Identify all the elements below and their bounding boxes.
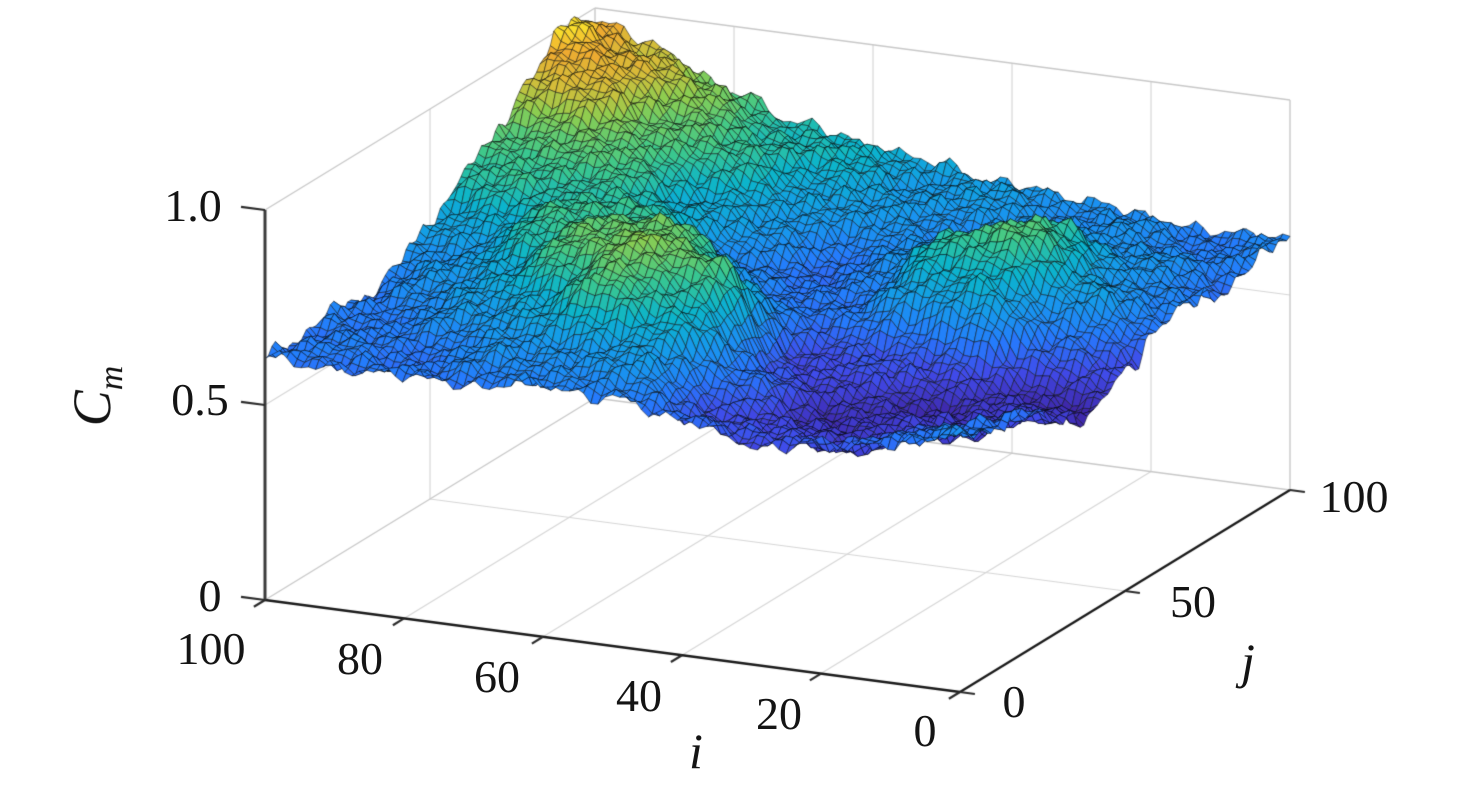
i-tick-label-40: 40 (616, 670, 662, 721)
z-tick-label-0.5: 0.5 (171, 374, 229, 425)
y-axis-title: j (1241, 633, 1255, 689)
i-tick-label-60: 60 (474, 651, 520, 702)
z-tick-label-1.0: 1.0 (164, 180, 222, 231)
i-tick-label-80: 80 (337, 633, 383, 684)
z-axis-title: Cm (62, 365, 130, 427)
z-tick-label-0: 0 (198, 570, 222, 621)
i-tick-label-0: 0 (913, 705, 937, 756)
i-tick-label-20: 20 (756, 688, 802, 739)
j-tick-label-0: 0 (1002, 676, 1026, 727)
z-axis-title-subscript: m (92, 365, 130, 391)
x-axis-title: i (689, 723, 703, 779)
j-tick-label-100: 100 (1319, 471, 1389, 522)
j-tick-label-50: 50 (1170, 576, 1216, 627)
i-tick-label-100: 100 (176, 623, 246, 674)
z-axis-title-main: C (62, 390, 123, 427)
